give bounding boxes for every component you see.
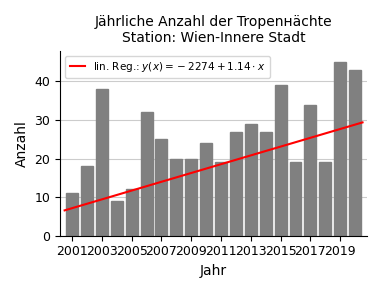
X-axis label: Jahr: Jahr [200,264,227,278]
Bar [215,162,227,236]
Bar [349,70,361,236]
Title: Jährliche Anzahl der Tropenнächte
Station: Wien-Innere Stadt: Jährliche Anzahl der Tropenнächte Statio… [95,15,332,45]
Bar [155,139,167,236]
Bar [290,162,301,236]
Bar [141,112,152,236]
Bar [275,85,286,236]
Y-axis label: Anzahl: Anzahl [15,120,29,166]
Bar [245,124,257,236]
Bar [81,166,93,236]
Bar [66,193,78,236]
Bar [319,162,331,236]
Bar [96,89,108,236]
Bar [111,201,123,236]
Bar [230,132,242,236]
Bar [126,190,138,236]
Bar [334,62,346,236]
Bar [200,143,212,236]
Bar [185,159,197,236]
Bar [170,159,182,236]
Legend: lin. Reg.: $y(x) = -2274 + 1.14 \cdot x$: lin. Reg.: $y(x) = -2274 + 1.14 \cdot x$ [65,56,270,78]
Bar [260,132,272,236]
Bar [304,105,316,236]
